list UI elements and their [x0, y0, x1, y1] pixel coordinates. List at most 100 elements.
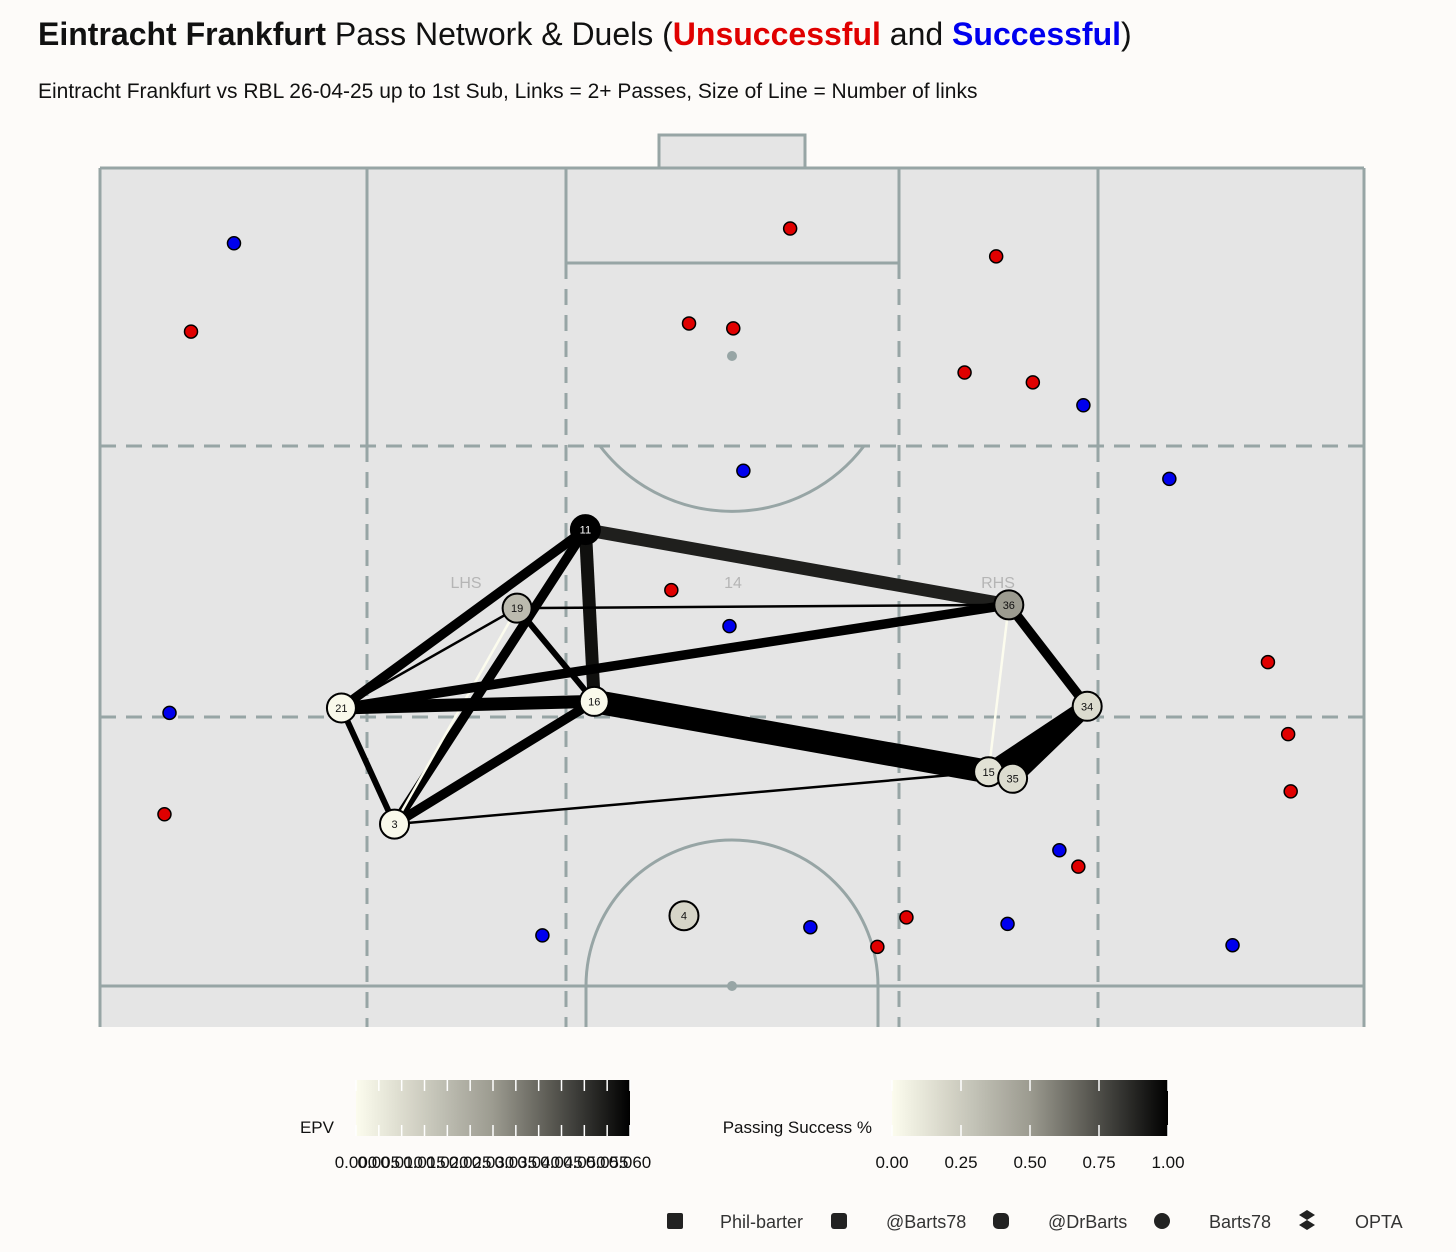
colorbar-tick-label: 0.025 — [449, 1153, 492, 1172]
colorbar-tick-label: 0.045 — [540, 1153, 583, 1172]
subtitle: Eintracht Frankfurt vs RBL 26-04-25 up t… — [38, 80, 978, 103]
mastodon-icon — [993, 1213, 1009, 1229]
zone-label: 14 — [724, 575, 742, 592]
pass-link — [592, 689, 991, 784]
footer: Phil-barter @Barts78 @DrBarts Barts78 OPTA — [667, 1210, 1403, 1232]
title-unsuccessful: Unsuccessful — [672, 16, 881, 52]
duel-point — [957, 365, 972, 380]
colorbar-tick-label: 0.25 — [944, 1153, 977, 1172]
credit: OPTA — [1355, 1212, 1403, 1232]
goal — [657, 133, 807, 170]
duel-point — [1162, 471, 1177, 487]
duel-point — [535, 928, 550, 943]
colorbar-tick-label: 0.030 — [472, 1153, 515, 1172]
duel-point — [1225, 937, 1240, 953]
pass-link — [987, 604, 1011, 772]
title-successful: Successful — [952, 16, 1122, 52]
pass-link — [338, 525, 589, 712]
dropbox-icon — [1299, 1210, 1315, 1230]
duel-point — [726, 321, 741, 336]
credit: Phil-barter — [720, 1212, 803, 1232]
player-node — [325, 692, 357, 724]
player-node — [578, 685, 610, 717]
duel-point — [1000, 916, 1015, 932]
legend-title: EPV — [300, 1118, 335, 1137]
player-node — [569, 514, 601, 546]
title: Eintracht Frankfurt Pass Network & Duels… — [38, 16, 1132, 53]
duel-point — [1052, 843, 1067, 858]
pass-link — [392, 697, 597, 829]
duel-point — [1071, 859, 1086, 874]
player-label: 34 — [1081, 701, 1093, 713]
pass-link — [338, 706, 398, 826]
duel-point — [664, 582, 679, 598]
duel-point — [1076, 397, 1091, 413]
colorbar-tick-label: 1.00 — [1151, 1153, 1184, 1172]
duel-point — [782, 221, 798, 236]
pass-link — [1005, 601, 1091, 710]
colorbar-tick-label: 0.000 — [335, 1153, 378, 1172]
pass-link — [393, 607, 519, 825]
centre-spot — [727, 981, 737, 991]
colorbar-tick-label: 0.005 — [358, 1153, 401, 1172]
credit: Barts78 — [1209, 1212, 1271, 1232]
linkedin-icon — [667, 1213, 683, 1229]
legend-title: Passing Success % — [723, 1118, 872, 1137]
player-label: 35 — [1006, 773, 1018, 785]
colorbar-tick-label: 0.060 — [609, 1153, 652, 1172]
colorbar-tick-label: 0.50 — [1013, 1153, 1046, 1172]
player-label: 15 — [982, 767, 994, 779]
colorbar-tick-label: 0.00 — [875, 1153, 908, 1172]
colorbar-tick-label: 0.055 — [586, 1153, 629, 1172]
duel-point — [183, 324, 199, 339]
colorbar-tick-label: 0.75 — [1082, 1153, 1115, 1172]
duel-point — [1025, 375, 1041, 390]
pitch: LHS 14 RHS — [98, 133, 1366, 1027]
player-label: 36 — [1003, 600, 1015, 612]
title-text: Pass Network & Duels ( — [326, 16, 673, 52]
pass-link — [514, 606, 597, 704]
x-icon — [831, 1213, 847, 1229]
player-node — [1071, 690, 1103, 722]
duel-point — [157, 807, 172, 822]
title-and: and — [880, 16, 953, 52]
colorbar-tick-label: 0.015 — [403, 1153, 446, 1172]
pass-link — [340, 600, 1010, 713]
duel-point — [736, 463, 751, 478]
duel-point — [1260, 654, 1276, 670]
player-label: 16 — [588, 696, 600, 708]
pass-link — [340, 607, 518, 710]
colorbar-tick-label: 0.035 — [495, 1153, 538, 1172]
pass-link — [517, 603, 1009, 610]
pitch-surface — [100, 168, 1364, 1027]
zone-label: LHS — [450, 575, 481, 592]
player-node — [993, 589, 1025, 621]
colorbar-tick-label: 0.040 — [517, 1153, 560, 1172]
penalty-arc — [598, 445, 866, 513]
pass-link — [341, 694, 595, 715]
pass-link — [390, 527, 590, 827]
duel-point — [870, 939, 885, 955]
title-team: Eintracht Frankfurt — [38, 16, 327, 52]
player-node — [379, 808, 411, 840]
duel-point — [226, 236, 242, 251]
penalty-spot — [727, 351, 737, 361]
centre-circle — [584, 838, 880, 1027]
colorbar-tick-label: 0.050 — [563, 1153, 606, 1172]
pass-link — [578, 529, 601, 702]
player-node — [668, 900, 700, 932]
player-label: 11 — [580, 525, 591, 537]
pass-link — [1006, 700, 1093, 785]
player-node — [997, 762, 1029, 794]
duel-point — [1280, 726, 1296, 742]
legend: EPV0.0000.0050.0100.0150.0200.0250.0300.… — [300, 1080, 1185, 1172]
colorbar-tick-label: 0.010 — [380, 1153, 423, 1172]
github-icon — [1154, 1213, 1170, 1229]
player-label: 4 — [681, 911, 687, 923]
player-label: 19 — [511, 603, 523, 615]
duel-point — [988, 249, 1004, 264]
duel-point — [803, 919, 818, 935]
